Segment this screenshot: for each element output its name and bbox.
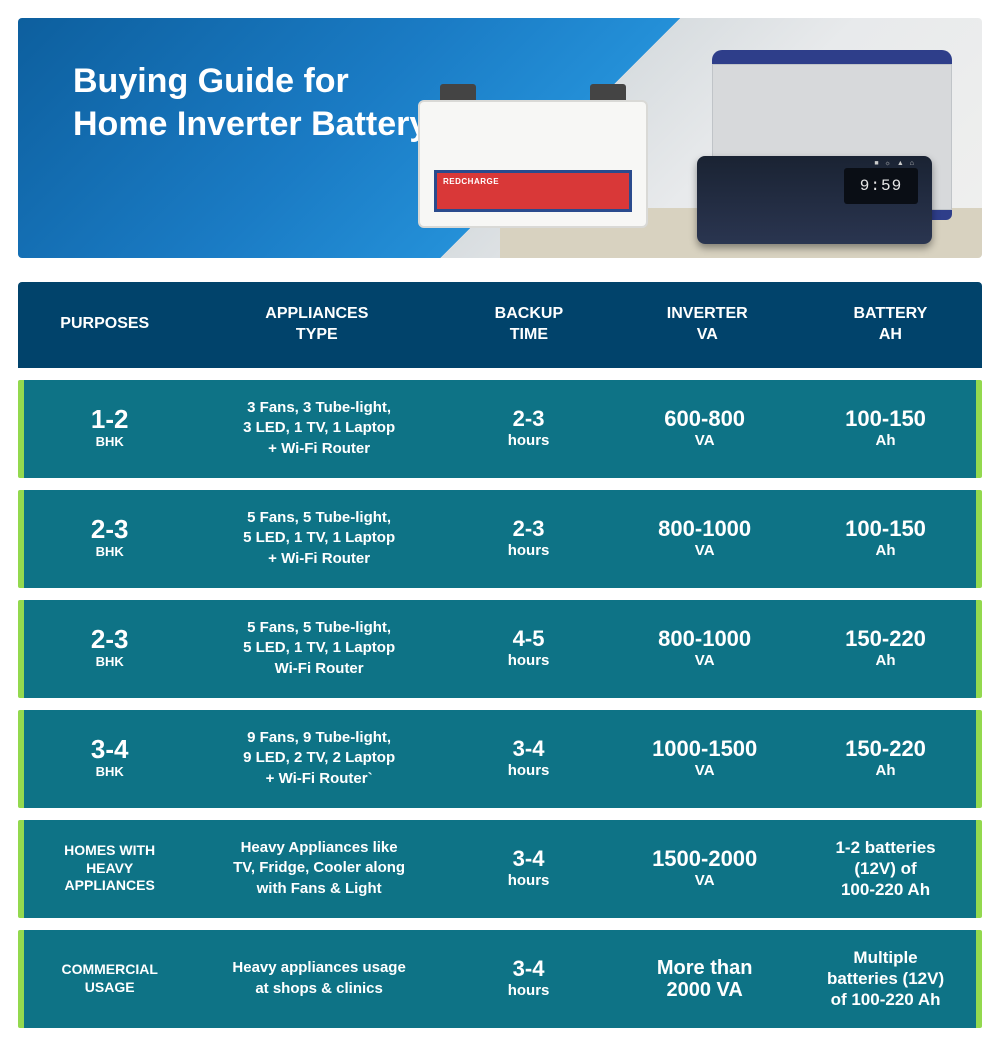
appliances-cell: 9 Fans, 9 Tube-light,9 LED, 2 TV, 2 Lapt… [195, 710, 443, 808]
purpose-cell: COMMERCIALUSAGE [24, 930, 195, 1028]
inverter-cell: 1000-1500VA [614, 710, 795, 808]
inverter-status-icons: ■ ☼ ▲ ⌂ [874, 160, 916, 167]
inverter-cell: More than2000 VA [614, 930, 795, 1028]
purpose-cell: HOMES WITHHEAVYAPPLIANCES [24, 820, 195, 918]
battery-cell: 150-220Ah [795, 600, 976, 698]
battery-brand-label: REDCHARGE [434, 170, 632, 212]
inverter-unit-illustration: ■ ☼ ▲ ⌂ 9:59 [697, 156, 932, 244]
page-container: Buying Guide for Home Inverter Battery R… [0, 0, 1000, 1046]
appliances-cell: 5 Fans, 5 Tube-light,5 LED, 1 TV, 1 Lapt… [195, 600, 443, 698]
battery-cell: Multiplebatteries (12V)of 100-220 Ah [795, 930, 976, 1028]
inverter-cell: 1500-2000VA [614, 820, 795, 918]
purpose-cell: 2-3BHK [24, 600, 195, 698]
table-row: 1-2BHK3 Fans, 3 Tube-light,3 LED, 1 TV, … [18, 380, 982, 478]
table-row: HOMES WITHHEAVYAPPLIANCESHeavy Appliance… [18, 820, 982, 918]
appliances-cell: 3 Fans, 3 Tube-light,3 LED, 1 TV, 1 Lapt… [195, 380, 443, 478]
backup-cell: 2-3hours [443, 380, 614, 478]
hero-title: Buying Guide for Home Inverter Battery [73, 60, 433, 145]
inverter-display: 9:59 [844, 168, 918, 204]
inverter-cell: 800-1000VA [614, 490, 795, 588]
backup-cell: 2-3hours [443, 490, 614, 588]
backup-cell: 3-4hours [443, 820, 614, 918]
hero-banner: Buying Guide for Home Inverter Battery R… [18, 18, 982, 258]
battery-cell: 150-220Ah [795, 710, 976, 808]
appliances-cell: 5 Fans, 5 Tube-light,5 LED, 1 TV, 1 Lapt… [195, 490, 443, 588]
table-header-row: PURPOSESAPPLIANCESTYPEBACKUPTIMEINVERTER… [18, 282, 982, 368]
table-header-cell: BACKUPTIME [442, 304, 616, 346]
battery-cell: 1-2 batteries(12V) of100-220 Ah [795, 820, 976, 918]
backup-cell: 3-4hours [443, 930, 614, 1028]
table-header-cell: PURPOSES [18, 304, 192, 346]
appliances-cell: Heavy Appliances likeTV, Fridge, Cooler … [195, 820, 443, 918]
backup-cell: 3-4hours [443, 710, 614, 808]
purpose-cell: 3-4BHK [24, 710, 195, 808]
battery-illustration: REDCHARGE [418, 78, 648, 228]
table-row: 2-3BHK5 Fans, 5 Tube-light,5 LED, 1 TV, … [18, 490, 982, 588]
inverter-cell: 800-1000VA [614, 600, 795, 698]
purpose-cell: 2-3BHK [24, 490, 195, 588]
table-row: 3-4BHK9 Fans, 9 Tube-light,9 LED, 2 TV, … [18, 710, 982, 808]
guide-table: PURPOSESAPPLIANCESTYPEBACKUPTIMEINVERTER… [18, 282, 982, 1028]
table-header-cell: APPLIANCESTYPE [192, 304, 443, 346]
table-row: COMMERCIALUSAGEHeavy appliances usageat … [18, 930, 982, 1028]
table-header-cell: INVERTERVA [616, 304, 799, 346]
table-body: 1-2BHK3 Fans, 3 Tube-light,3 LED, 1 TV, … [18, 380, 982, 1028]
battery-cell: 100-150Ah [795, 380, 976, 478]
inverter-cell: 600-800VA [614, 380, 795, 478]
table-header-cell: BATTERYAH [799, 304, 982, 346]
battery-cell: 100-150Ah [795, 490, 976, 588]
purpose-cell: 1-2BHK [24, 380, 195, 478]
table-row: 2-3BHK5 Fans, 5 Tube-light,5 LED, 1 TV, … [18, 600, 982, 698]
appliances-cell: Heavy appliances usageat shops & clinics [195, 930, 443, 1028]
backup-cell: 4-5hours [443, 600, 614, 698]
